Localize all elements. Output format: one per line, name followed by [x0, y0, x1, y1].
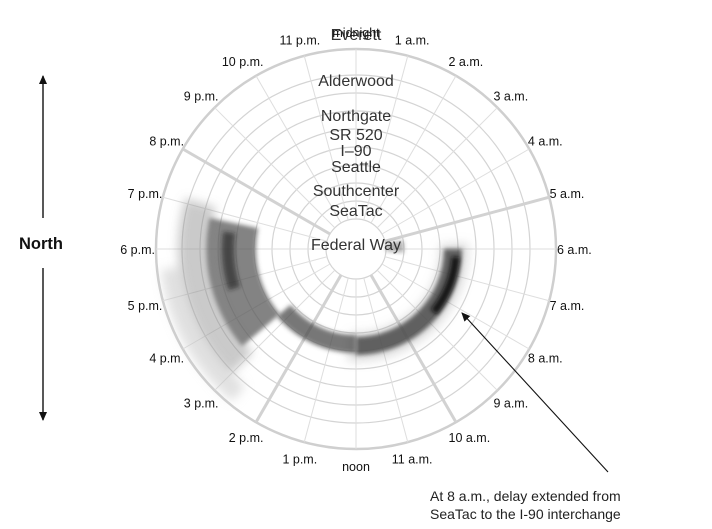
annotation-arrow [461, 312, 609, 473]
spoke [214, 107, 336, 229]
spoke [376, 107, 498, 229]
north-indicator: North [19, 75, 63, 421]
hour-label: 2 p.m. [229, 431, 264, 445]
hour-label: midnight [332, 26, 380, 40]
location-label: Alderwood [318, 73, 394, 90]
delay-bands [161, 198, 468, 402]
spoke [303, 55, 349, 221]
hour-label: 9 a.m. [493, 396, 528, 410]
spoke-highlight [384, 195, 550, 243]
spoke [363, 277, 409, 443]
hour-labels: midnight 1 a.m. 2 a.m. 3 a.m. 4 a.m. 5 a.m. 6 … [120, 26, 592, 474]
annotation: At 8 a.m., delay extended from SeaTac to… [430, 312, 621, 522]
hour-label: 2 a.m. [449, 55, 484, 69]
delay-band [276, 304, 356, 353]
hour-label: 4 p.m. [149, 352, 184, 366]
delay-band [430, 256, 460, 315]
annotation-line-1: At 8 a.m., delay extended from [430, 488, 621, 504]
delay-band [161, 267, 246, 402]
spoke [376, 269, 498, 391]
hour-label: 1 p.m. [282, 453, 317, 467]
hour-label: 5 a.m. [550, 187, 585, 201]
location-label: Seattle [331, 159, 381, 176]
spoke [370, 75, 457, 224]
spoke [363, 55, 409, 221]
hour-label: 11 p.m. [279, 33, 320, 47]
hour-label: 9 p.m. [184, 90, 219, 104]
north-label: North [19, 235, 63, 253]
hour-label: 10 p.m. [222, 55, 264, 69]
spoke [381, 263, 530, 350]
hour-label: 7 p.m. [128, 187, 163, 201]
delay-band [178, 198, 253, 375]
spoke [381, 148, 530, 235]
hour-label: 8 a.m. [528, 352, 563, 366]
hour-label: 8 p.m. [149, 135, 184, 149]
hour-label: 4 a.m. [528, 135, 563, 149]
location-label: Everett [331, 27, 382, 44]
hour-label: 10 a.m. [449, 431, 491, 445]
location-label: I–90 [340, 143, 371, 160]
location-label: SR 520 [329, 127, 382, 144]
delay-band [347, 243, 468, 361]
location-label: Northgate [321, 108, 391, 125]
delay-band [385, 240, 404, 253]
location-label: SeaTac [329, 203, 382, 220]
hour-label: 3 p.m. [184, 396, 219, 410]
annotation-line-2: SeaTac to the I-90 interchange [430, 506, 621, 522]
location-label: Federal Way [311, 237, 401, 254]
location-labels: Federal Way SeaTac Southcenter SeattleI–90S… [311, 27, 401, 254]
spoke-highlight [254, 274, 343, 423]
spoke [255, 75, 342, 224]
hour-label: noon [342, 460, 370, 474]
hour-label: 1 a.m. [395, 33, 430, 47]
hour-label: 3 a.m. [493, 90, 528, 104]
spoke-highlight [369, 274, 458, 423]
hour-label: 7 a.m. [550, 299, 585, 313]
location-label: Southcenter [313, 183, 400, 200]
hour-label: 6 a.m. [557, 243, 592, 257]
spoke [303, 277, 349, 443]
hour-label: 11 a.m. [392, 453, 433, 467]
hour-label: 5 p.m. [128, 299, 163, 313]
hour-label: 6 p.m. [120, 243, 155, 257]
spoke [384, 256, 550, 302]
spoke-highlight [182, 147, 331, 236]
delay-band [221, 231, 240, 291]
